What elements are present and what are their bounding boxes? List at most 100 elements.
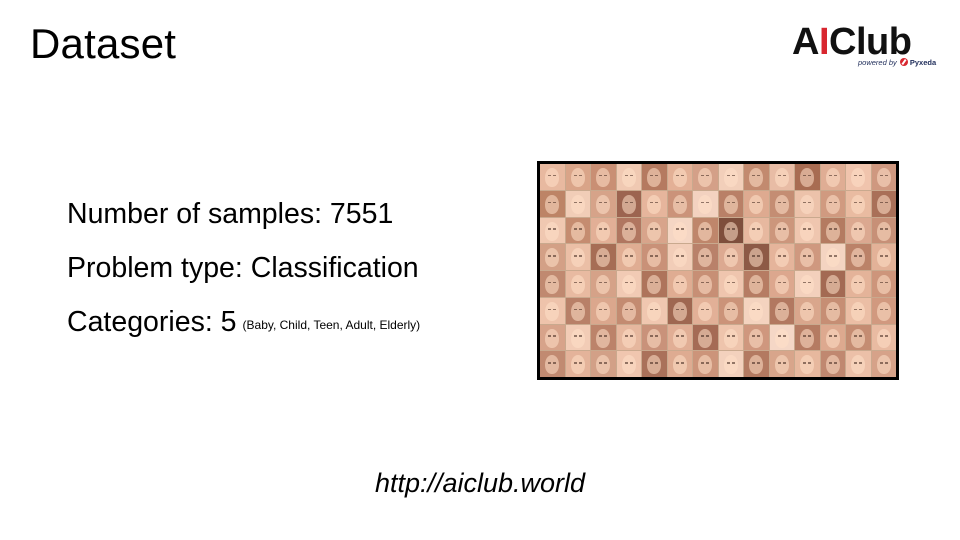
face-tile [871, 244, 896, 270]
face-tile [616, 324, 641, 351]
samples-line: Number of samples: 7551 [67, 196, 420, 250]
face-tile [591, 190, 616, 217]
face-tile [667, 164, 692, 190]
face-tile [744, 164, 769, 190]
face-tile [820, 297, 845, 324]
face-tile [565, 190, 590, 217]
face-tile [846, 271, 871, 297]
categories-note: (Baby, Child, Teen, Adult, Elderly) [242, 318, 421, 332]
face-tile [846, 324, 871, 351]
face-tile [795, 244, 820, 270]
face-tile [642, 297, 667, 324]
face-tile [667, 297, 692, 324]
face-tile [591, 297, 616, 324]
face-tile [718, 351, 743, 377]
face-tile [565, 297, 590, 324]
face-tile [591, 271, 616, 297]
face-tile [718, 324, 743, 351]
face-tile [846, 297, 871, 324]
face-tile [820, 190, 845, 217]
face-tile [795, 164, 820, 190]
face-tile [667, 190, 692, 217]
face-tile [769, 217, 794, 244]
logo-partner: Pyxeda [909, 58, 937, 67]
logo-letter-i: I [818, 21, 830, 63]
face-tile [718, 271, 743, 297]
face-tile [540, 351, 565, 377]
website-url: http://aiclub.world [374, 468, 586, 498]
face-tile [565, 244, 590, 270]
face-tile [616, 217, 641, 244]
face-tile [693, 324, 718, 351]
face-tile [693, 217, 718, 244]
face-tile [642, 164, 667, 190]
face-tile [667, 324, 692, 351]
face-tile [846, 164, 871, 190]
face-tile [591, 244, 616, 270]
face-tile [846, 190, 871, 217]
face-tile [744, 297, 769, 324]
face-tile [795, 351, 820, 377]
face-tile [744, 324, 769, 351]
logo-club: Club [829, 21, 912, 63]
face-tile [565, 324, 590, 351]
face-tile [540, 164, 565, 190]
face-tile [718, 190, 743, 217]
face-tile [540, 217, 565, 244]
samples-text: Number of samples: 7551 [67, 198, 394, 230]
face-tile [795, 297, 820, 324]
face-tile [616, 297, 641, 324]
face-tile [769, 164, 794, 190]
face-tile [744, 351, 769, 377]
face-tile [871, 351, 896, 377]
face-tile [667, 217, 692, 244]
face-tile [693, 297, 718, 324]
slide-title: Dataset [30, 20, 177, 67]
face-tile [565, 164, 590, 190]
face-tile [642, 217, 667, 244]
face-tile [667, 271, 692, 297]
face-tile [565, 271, 590, 297]
face-tile [693, 164, 718, 190]
face-tile [616, 244, 641, 270]
face-tile [616, 271, 641, 297]
face-tile [769, 271, 794, 297]
face-tile [565, 217, 590, 244]
face-tile [820, 324, 845, 351]
face-tile [769, 297, 794, 324]
face-tile [591, 324, 616, 351]
face-tile [769, 244, 794, 270]
face-tile [540, 244, 565, 270]
problem-type-line: Problem type: Classification [67, 250, 420, 304]
face-tile [591, 351, 616, 377]
face-tile [540, 271, 565, 297]
face-tile [718, 164, 743, 190]
face-tile [795, 190, 820, 217]
face-tile [642, 190, 667, 217]
face-tile [642, 351, 667, 377]
face-tile [616, 164, 641, 190]
face-tile [642, 271, 667, 297]
face-tile [846, 351, 871, 377]
face-tile [871, 217, 896, 244]
face-tile [871, 164, 896, 190]
face-tile [769, 190, 794, 217]
face-tile [820, 351, 845, 377]
logo-tagline: powered by Pyxeda [858, 58, 936, 68]
face-tile [795, 324, 820, 351]
face-tile [846, 244, 871, 270]
face-tile [565, 351, 590, 377]
categories-line: Categories: 5 (Baby, Child, Teen, Adult, … [67, 304, 420, 358]
problem-type-text: Problem type: Classification [67, 252, 419, 284]
face-tile [693, 351, 718, 377]
face-tile [591, 164, 616, 190]
face-tile [693, 190, 718, 217]
face-tile [871, 297, 896, 324]
face-tile [871, 190, 896, 217]
face-tile [769, 351, 794, 377]
face-tile [820, 217, 845, 244]
face-tile [871, 324, 896, 351]
face-collage-image [537, 161, 899, 380]
face-tile [744, 244, 769, 270]
face-tile [642, 324, 667, 351]
